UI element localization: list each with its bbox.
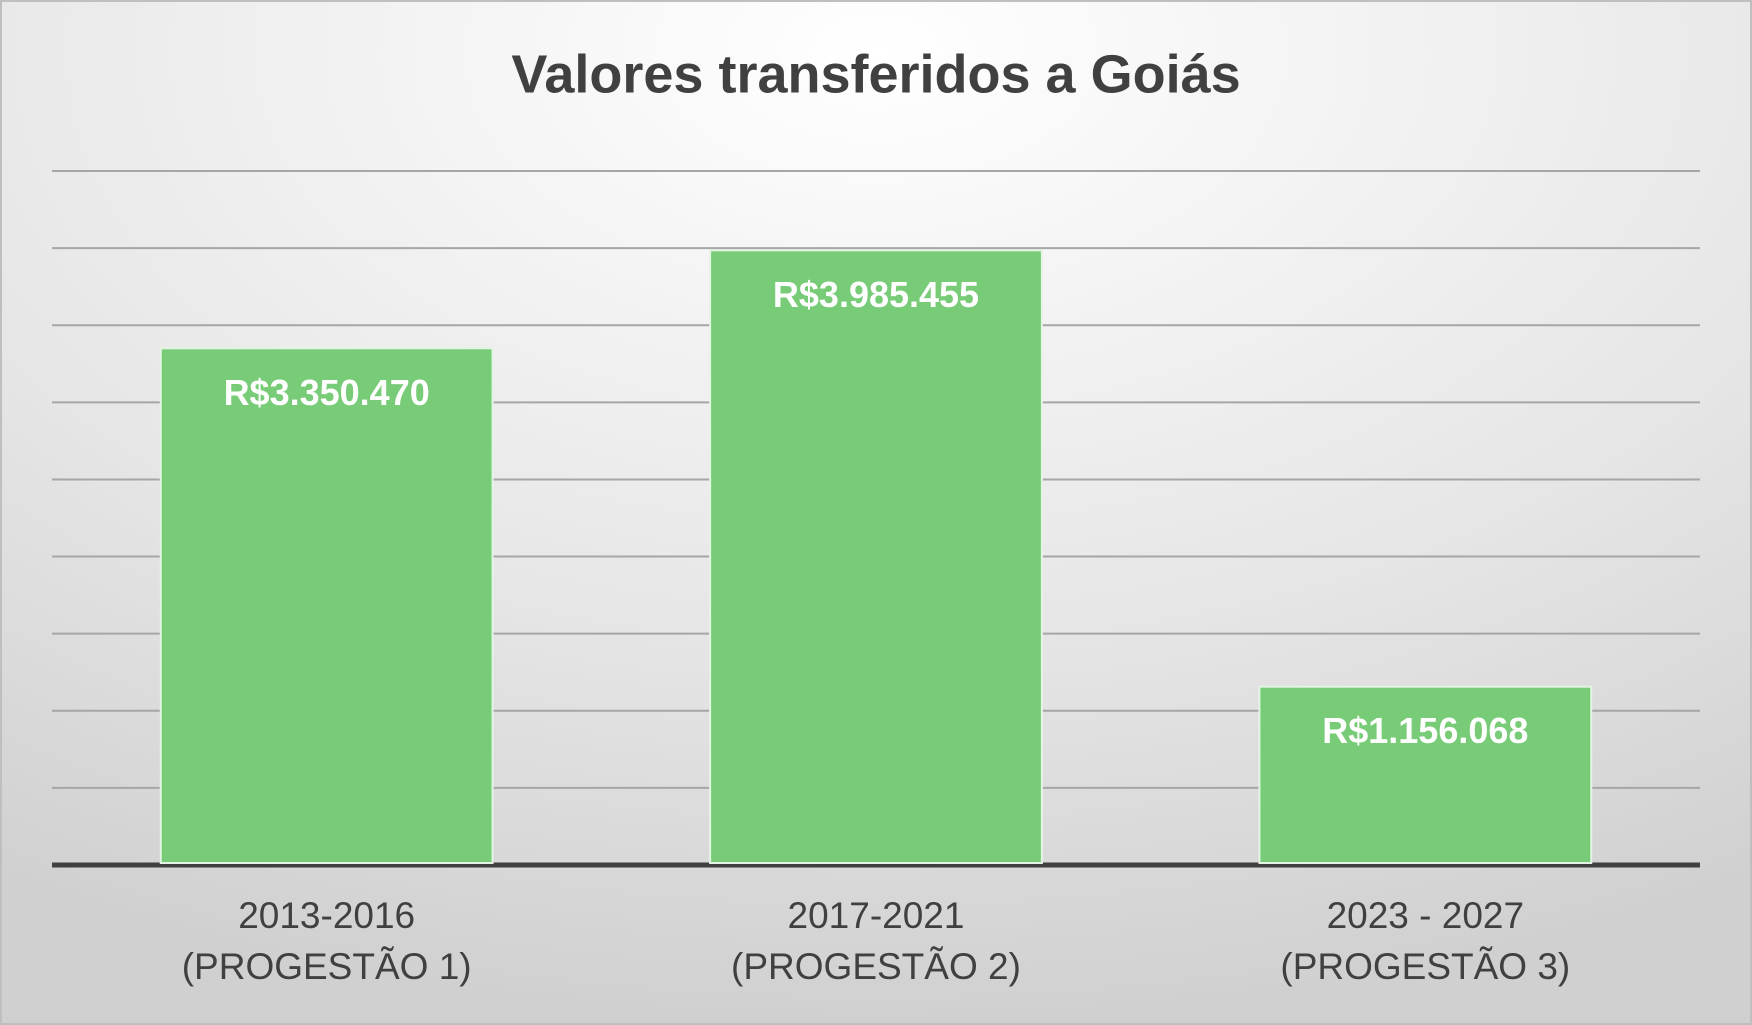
data-label: R$1.156.068 — [1322, 710, 1528, 751]
x-tick-label: (PROGESTÃO 2) — [731, 946, 1021, 987]
chart-title: Valores transferidos a Goiás — [511, 44, 1240, 104]
bar — [709, 249, 1043, 865]
x-tick-label: (PROGESTÃO 1) — [182, 946, 472, 987]
labels: 2013-2016 (PROGESTÃO 1) R$3.350.470 2017-20… — [182, 274, 1571, 987]
data-label: R$3.350.470 — [224, 372, 430, 413]
x-tick-label: 2017-2021 — [788, 895, 965, 936]
bar — [1258, 685, 1593, 864]
x-tick-label: 2023 - 2027 — [1327, 895, 1525, 936]
bar — [159, 347, 494, 864]
data-label: R$3.985.455 — [773, 274, 979, 315]
x-tick-label: (PROGESTÃO 3) — [1280, 946, 1570, 987]
x-tick-label: 2013-2016 — [238, 895, 415, 936]
bars — [159, 249, 1593, 865]
